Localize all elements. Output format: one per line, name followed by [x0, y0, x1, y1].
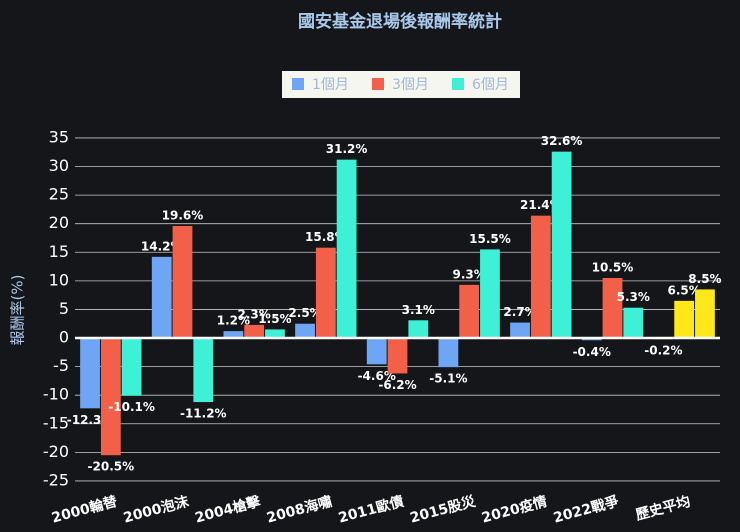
y-tick-label: 5	[59, 299, 69, 318]
value-label: 6.5%	[668, 283, 701, 297]
value-label: 15.8%	[305, 230, 347, 244]
legend-swatch	[292, 78, 304, 90]
value-label: 10.5%	[592, 260, 634, 274]
bar	[172, 225, 193, 339]
bar	[295, 323, 315, 339]
x-tick-label: 2000泡沫	[121, 493, 191, 527]
value-label: 21.4%	[520, 198, 562, 212]
bar	[623, 307, 644, 339]
bar	[695, 289, 715, 339]
legend-swatch	[372, 78, 384, 90]
bar	[80, 338, 100, 409]
x-tick-label: 2022戰爭	[551, 493, 620, 527]
value-label: -11.2%	[180, 407, 227, 421]
value-label: -0.2%	[644, 344, 682, 358]
bar	[480, 249, 500, 339]
value-label: 5.3%	[617, 290, 650, 304]
bar	[438, 338, 459, 368]
value-label: 9.3%	[453, 267, 486, 281]
y-tick-label: 30	[49, 156, 69, 175]
bar	[510, 322, 530, 339]
value-label: 2.3%	[238, 307, 271, 321]
bar	[366, 338, 387, 365]
value-label: 3.1%	[402, 303, 435, 317]
bar	[223, 331, 244, 339]
value-label: -5.1%	[429, 372, 467, 386]
bar	[315, 247, 336, 339]
bar	[193, 338, 214, 403]
value-label: 1.2%	[217, 314, 250, 328]
x-tick-label: 歷史平均	[634, 493, 692, 524]
legend-label: 3個月	[392, 77, 429, 93]
bar	[459, 284, 480, 339]
y-tick-label: -20	[43, 442, 69, 461]
value-label: -20.5%	[88, 460, 135, 474]
legend-label: 6個月	[472, 77, 509, 93]
y-axis-label: 報酬率(%)	[9, 275, 27, 346]
y-tick-label: -10	[43, 385, 69, 404]
legend-box	[282, 71, 520, 98]
y-tick-label: -25	[43, 470, 69, 489]
bar	[408, 320, 429, 339]
x-tick-label: 2015股災	[408, 494, 478, 527]
y-tick-label: -15	[43, 413, 69, 432]
bar	[244, 324, 265, 339]
value-label: -10.1%	[108, 400, 155, 414]
bar	[151, 256, 172, 339]
bar	[336, 159, 357, 339]
value-label: -6.2%	[378, 378, 416, 392]
y-tick-label: 25	[49, 185, 69, 204]
value-label: -4.6%	[358, 369, 396, 383]
bar	[387, 338, 408, 374]
value-label: 2.7%	[503, 305, 536, 319]
x-tick-label: 2004槍擊	[193, 493, 263, 527]
x-tick-label: 2008海嘯	[265, 493, 334, 527]
x-tick-label: 2011歐債	[336, 493, 405, 527]
legend-swatch	[452, 78, 464, 90]
y-tick-label: 35	[49, 127, 69, 146]
bar	[100, 338, 121, 456]
value-label: 14.2%	[141, 239, 183, 253]
x-tick-label: 2020疫情	[480, 493, 549, 527]
bar	[121, 338, 142, 396]
bar	[551, 151, 572, 339]
value-label: 15.5%	[469, 232, 511, 246]
y-tick-label: 15	[49, 242, 69, 261]
value-label: 32.6%	[541, 134, 583, 148]
value-label: 8.5%	[688, 272, 721, 286]
value-label: 1.5%	[258, 312, 291, 326]
y-tick-label: 10	[49, 270, 69, 289]
x-tick-label: 2000輪替	[50, 493, 120, 527]
bar	[530, 215, 551, 339]
value-label: 19.6%	[162, 208, 204, 222]
legend-label: 1個月	[312, 77, 349, 93]
value-label: 2.5%	[288, 306, 321, 320]
bar	[265, 329, 285, 339]
y-tick-label: 20	[49, 213, 69, 232]
y-tick-label: 0	[59, 328, 69, 347]
y-tick-label: -5	[53, 356, 69, 375]
value-label: 31.2%	[326, 142, 368, 156]
bar	[602, 277, 623, 339]
bar	[674, 300, 695, 339]
value-label: -0.4%	[573, 345, 611, 359]
chart-title: 國安基金退場後報酬率統計	[298, 11, 502, 32]
